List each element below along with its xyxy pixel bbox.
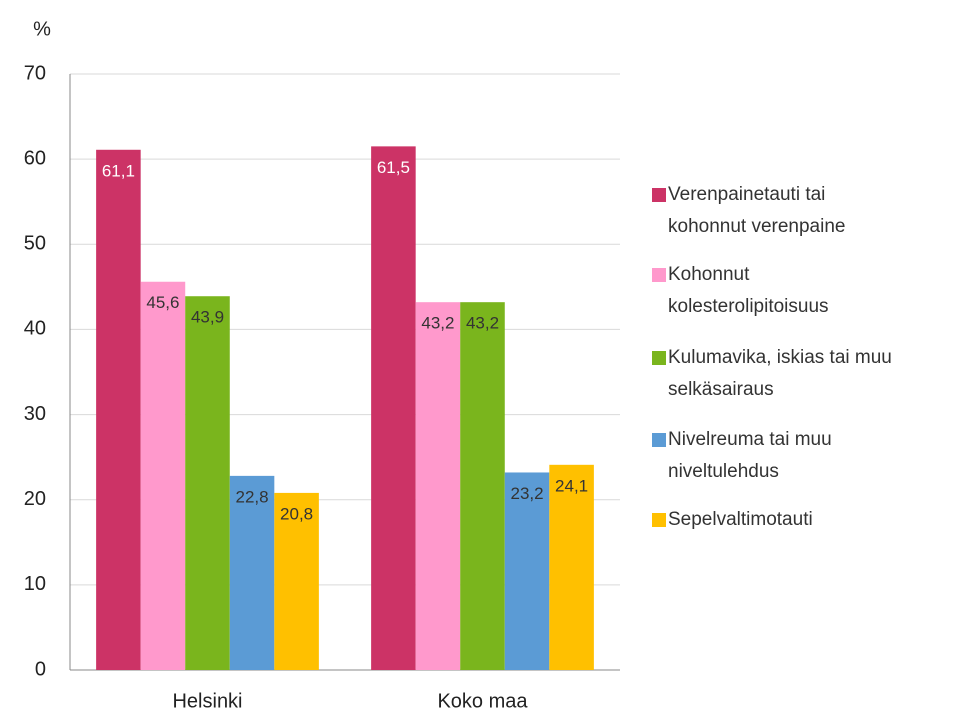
y-tick-label: 30 bbox=[24, 403, 46, 425]
y-tick-label: 50 bbox=[24, 233, 46, 255]
legend-swatch bbox=[652, 513, 666, 527]
y-tick-label: 20 bbox=[24, 488, 46, 510]
bar bbox=[96, 149, 141, 670]
data-label: 24,1 bbox=[555, 476, 588, 495]
legend-item: Kulumavika, iskias tai muu selkäsairaus bbox=[652, 342, 912, 406]
legend-item: Sepelvaltimotauti bbox=[652, 504, 912, 536]
data-label: 61,1 bbox=[102, 161, 135, 180]
legend-swatch bbox=[652, 268, 666, 282]
x-tick-label: Koko maa bbox=[437, 690, 528, 712]
legend-item: Kohonnut kolesterolipitoisuus bbox=[652, 259, 912, 323]
legend-swatch bbox=[652, 188, 666, 202]
y-tick-label: 70 bbox=[24, 62, 46, 84]
x-tick-label: Helsinki bbox=[172, 690, 242, 712]
legend-item: Nivelreuma tai muu niveltulehdus bbox=[652, 424, 912, 488]
data-label: 43,9 bbox=[191, 308, 224, 327]
data-label: 61,5 bbox=[377, 158, 410, 177]
data-label: 45,6 bbox=[146, 293, 179, 312]
legend-item: Verenpainetauti tai kohonnut verenpaine bbox=[652, 179, 912, 243]
legend-label: Kulumavika, iskias tai muu selkäsairaus bbox=[668, 347, 892, 400]
legend-label: Sepelvaltimotauti bbox=[668, 509, 813, 530]
legend-label: Verenpainetauti tai kohonnut verenpaine bbox=[668, 184, 846, 237]
legend-swatch bbox=[652, 351, 666, 365]
y-tick-label: 0 bbox=[35, 658, 46, 680]
bar bbox=[229, 475, 275, 670]
data-label: 43,2 bbox=[421, 314, 454, 333]
data-label: 43,2 bbox=[466, 314, 499, 333]
legend-label: Nivelreuma tai muu niveltulehdus bbox=[668, 429, 832, 482]
bar bbox=[549, 464, 594, 670]
y-axis-label: % bbox=[33, 18, 51, 40]
data-label: 20,8 bbox=[280, 504, 313, 523]
bar bbox=[371, 146, 416, 670]
bar bbox=[140, 281, 186, 670]
bar bbox=[460, 302, 505, 670]
legend-label: Kohonnut kolesterolipitoisuus bbox=[668, 264, 829, 317]
bar bbox=[504, 472, 550, 670]
bar bbox=[415, 302, 461, 670]
bar bbox=[185, 296, 230, 670]
y-tick-label: 10 bbox=[24, 573, 46, 595]
bar bbox=[274, 492, 319, 670]
y-tick-label: 40 bbox=[24, 318, 46, 340]
data-label: 23,2 bbox=[511, 484, 544, 503]
y-tick-label: 60 bbox=[24, 147, 46, 169]
data-label: 22,8 bbox=[236, 487, 269, 506]
legend-swatch bbox=[652, 433, 666, 447]
